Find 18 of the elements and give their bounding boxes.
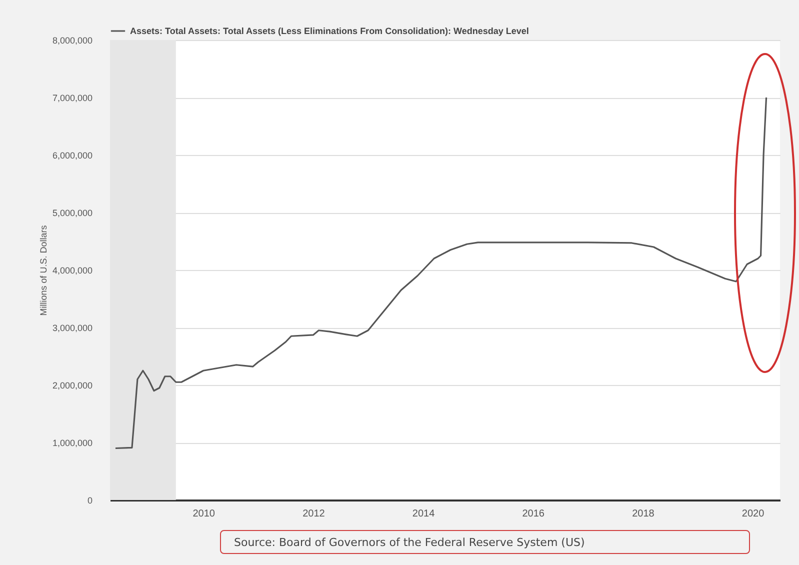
y-tick-label: 4,000,000: [52, 266, 92, 276]
line-series: [114, 96, 768, 450]
x-tick-label: 2012: [302, 508, 326, 520]
x-tick-label: 2020: [742, 508, 765, 520]
x-tick-label: 2018: [632, 508, 655, 520]
y-tick-label: 3,000,000: [52, 323, 92, 333]
x-tick-label: 2014: [412, 508, 436, 520]
y-axis-title: Millions of U.S. Dollars: [38, 224, 48, 316]
y-tick-label: 0: [87, 496, 92, 506]
y-tick-label: 1,000,000: [52, 438, 92, 448]
y-tick-label: 7,000,000: [52, 93, 92, 103]
x-tick-label: 2010: [192, 508, 216, 520]
y-tick-label: 6,000,000: [52, 150, 92, 160]
legend-label: Assets: Total Assets: Total Assets (Less Eliminations From Consolidation): Wednesday Level: [130, 26, 529, 36]
x-tick-label: 2016: [522, 508, 545, 520]
y-tick-label: 8,000,000: [52, 36, 92, 46]
y-tick-label: 2,000,000: [52, 380, 92, 390]
y-tick-label: 5,000,000: [52, 208, 92, 218]
